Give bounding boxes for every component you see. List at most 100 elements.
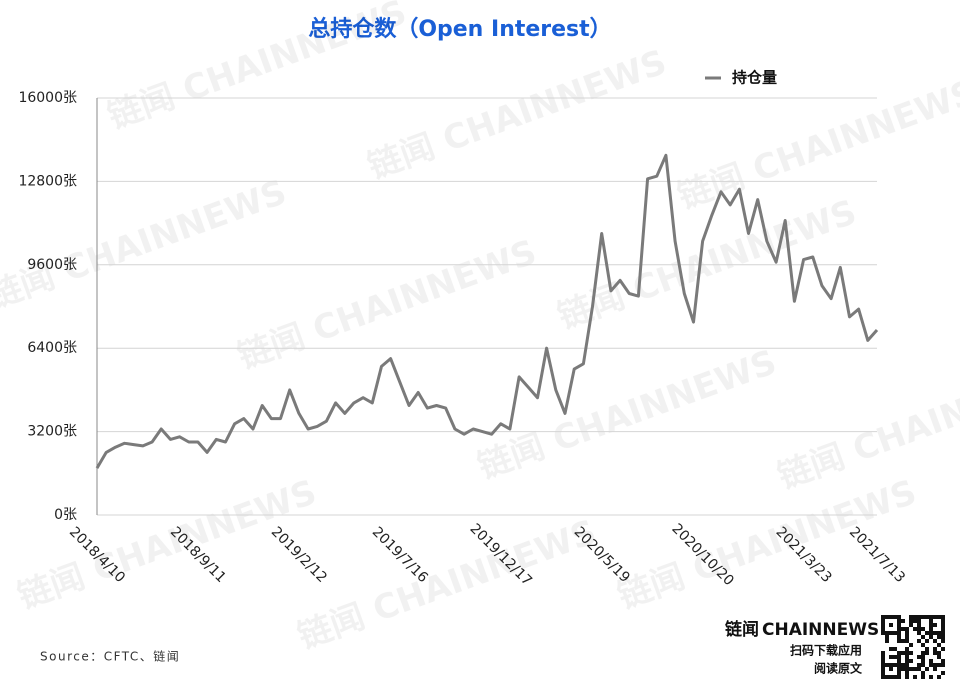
qr-cell (885, 639, 889, 643)
watermark: 链闻 CHAINNEWS (773, 352, 960, 497)
qr-cell (925, 631, 929, 635)
qr-cell (909, 667, 913, 671)
qr-cell (897, 671, 901, 675)
qr-cell (909, 623, 913, 627)
qr-cell (929, 623, 933, 627)
qr-cell (929, 627, 933, 631)
qr-cell (905, 635, 909, 639)
qr-cell (913, 615, 917, 619)
qr-cell (885, 663, 889, 667)
qr-cell (901, 627, 905, 631)
qr-cell (905, 659, 909, 663)
qr-cell (921, 615, 925, 619)
qr-cell (893, 663, 897, 667)
qr-cell (905, 675, 909, 679)
qr-cell (909, 651, 913, 655)
qr-cell (885, 615, 889, 619)
qr-cell (925, 647, 929, 651)
qr-cell (929, 663, 933, 667)
source: Source：CFTC、链闻 (40, 649, 180, 664)
qr-cell (897, 659, 901, 663)
qr-cell (921, 651, 925, 655)
qr-cell (897, 619, 901, 623)
qr-cell (893, 615, 897, 619)
qr-cell (889, 623, 893, 627)
qr-cell (889, 667, 893, 671)
logo-en: CHAINNEWS (762, 620, 879, 640)
watermark: 链闻 CHAINNEWS (473, 342, 782, 487)
qr-cell (937, 643, 941, 647)
qr-cell (929, 615, 933, 619)
qr-cell (881, 627, 885, 631)
qr-cell (889, 647, 893, 651)
qr-cell (917, 615, 921, 619)
qr-cell (893, 655, 897, 659)
qr-cell (925, 667, 929, 671)
download-text: 扫码下载应用 (790, 643, 862, 658)
qr-cell (925, 639, 929, 643)
x-tick-label: 2019/2/12 (268, 524, 330, 586)
qr-cell (897, 635, 901, 639)
qr-cell (897, 651, 901, 655)
series-line (95, 153, 879, 469)
qr-code[interactable] (880, 614, 946, 680)
watermark: 链闻 CHAINNEWS (13, 472, 322, 617)
watermark: 链闻 CHAINNEWS (293, 512, 602, 657)
qr-cell (913, 675, 917, 679)
qr-cell (897, 675, 901, 679)
qr-cell (913, 667, 917, 671)
qr-cell (933, 615, 937, 619)
qr-cell (933, 639, 937, 643)
qr-cell (889, 663, 893, 667)
qr-cell (893, 647, 897, 651)
y-tick-label: 9600张 (27, 257, 77, 273)
qr-cell (933, 647, 937, 651)
qr-cell (881, 631, 885, 635)
qr-cell (905, 639, 909, 643)
qr-cell (909, 659, 913, 663)
qr-cell (933, 631, 937, 635)
qr-cell (897, 655, 901, 659)
qr-cell (909, 643, 913, 647)
qr-cell (929, 619, 933, 623)
qr-cell (905, 631, 909, 635)
qr-cell (889, 655, 893, 659)
qr-cell (885, 675, 889, 679)
qr-cell (913, 619, 917, 623)
logo-cn: 链闻 (725, 619, 759, 640)
watermark: 链闻 CHAINNEWS (233, 232, 542, 377)
qr-cell (917, 639, 921, 643)
qr-cell (901, 663, 905, 667)
qr-cell (881, 655, 885, 659)
legend-label: 持仓量 (732, 69, 777, 87)
qr-cell (933, 663, 937, 667)
qr-cell (925, 615, 929, 619)
qr-cell (937, 651, 941, 655)
qr-cell (941, 631, 945, 635)
qr-cell (917, 667, 921, 671)
watermark: 链闻 CHAINNEWS (103, 0, 412, 137)
watermark: 链闻 CHAINNEWS (0, 172, 292, 317)
y-tick-label: 12800张 (18, 173, 77, 189)
qr-cell (941, 635, 945, 639)
qr-cell (929, 675, 933, 679)
watermark: 链闻 CHAINNEWS (363, 42, 672, 187)
qr-cell (933, 667, 937, 671)
qr-cell (921, 671, 925, 675)
qr-cell (929, 659, 933, 663)
qr-cell (897, 623, 901, 627)
qr-cell (905, 647, 909, 651)
qr-cell (933, 623, 937, 627)
qr-cell (937, 631, 941, 635)
qr-cell (929, 631, 933, 635)
qr-cell (921, 643, 925, 647)
qr-cell (897, 663, 901, 667)
watermark: 链闻 CHAINNEWS (673, 72, 960, 217)
qr-cell (941, 639, 945, 643)
qr-cell (929, 635, 933, 639)
qr-cell (941, 615, 945, 619)
qr-cell (881, 659, 885, 663)
qr-cell (881, 619, 885, 623)
qr-cell (881, 623, 885, 627)
